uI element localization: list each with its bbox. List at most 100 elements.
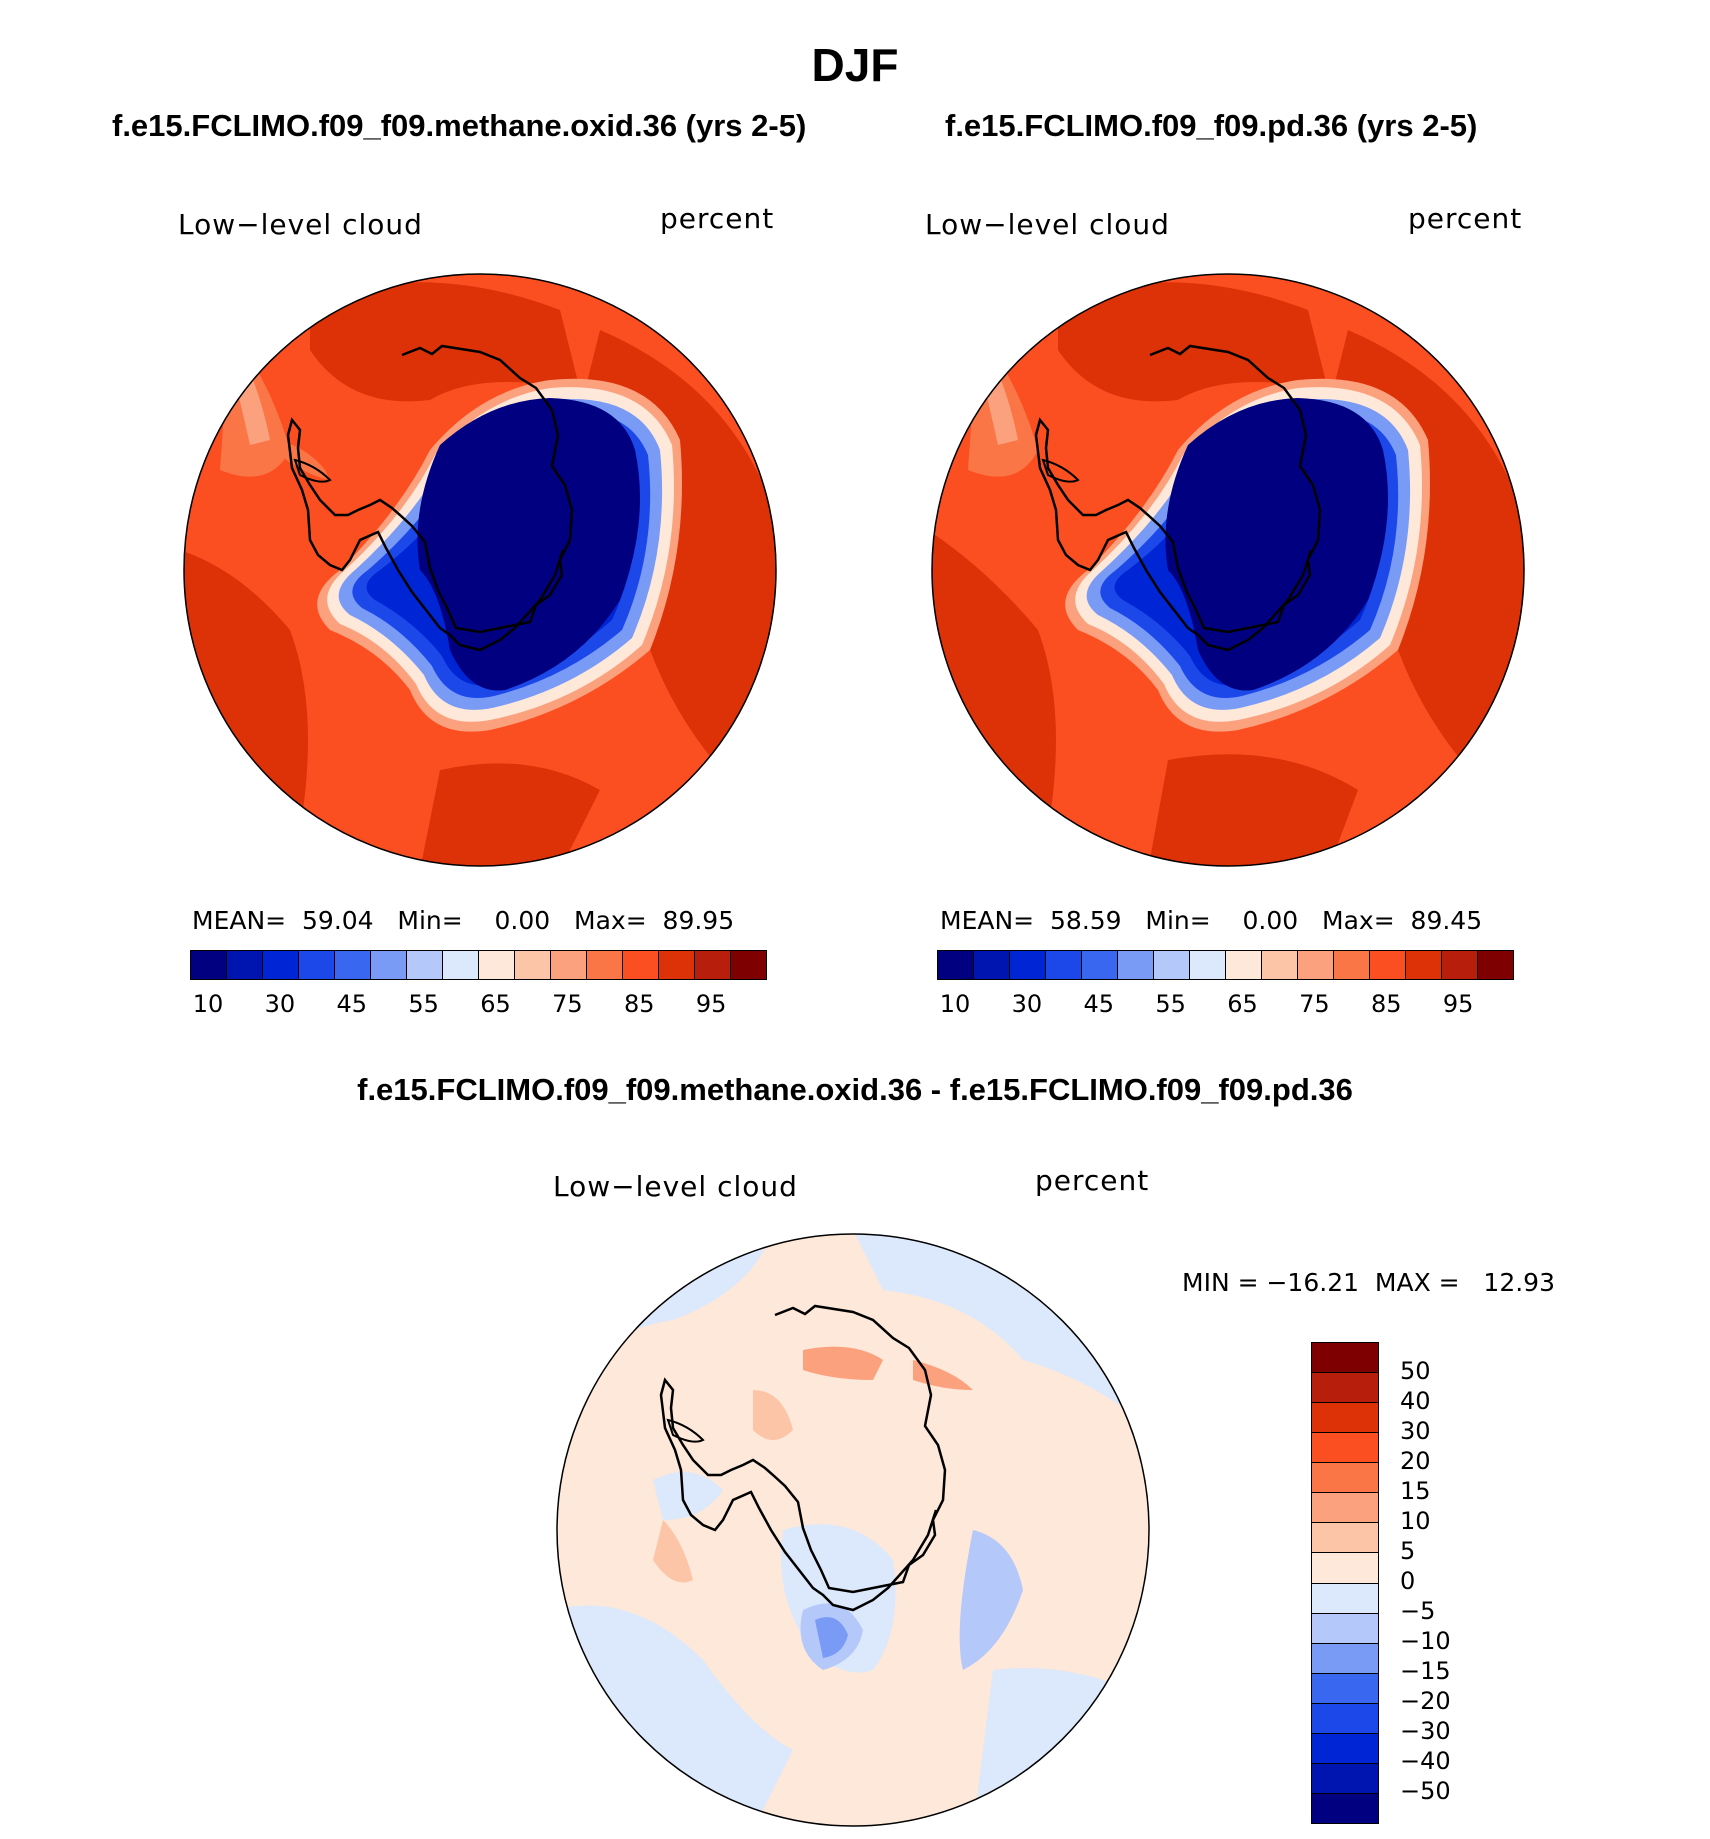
colorbar-swatch bbox=[1298, 951, 1334, 979]
colorbar-swatch bbox=[1312, 1403, 1378, 1434]
colorbar-tick-label: 85 bbox=[1370, 990, 1402, 1018]
colorbar-tick-label: 50 bbox=[1400, 1357, 1431, 1385]
panel1-colorbar-labels: 10 30 45 55 65 75 85 95 bbox=[190, 990, 765, 1020]
panel2-case-title: f.e15.FCLIMO.f09_f09.pd.36 (yrs 2-5) bbox=[945, 108, 1478, 143]
colorbar-swatch bbox=[623, 951, 659, 979]
colorbar-tick-label: 40 bbox=[1400, 1387, 1431, 1415]
colorbar-swatch bbox=[1154, 951, 1190, 979]
panel1-colorbar bbox=[190, 950, 767, 980]
colorbar-tick-label: 30 bbox=[1011, 990, 1043, 1018]
colorbar-tick-label: −50 bbox=[1400, 1777, 1451, 1805]
colorbar-swatch bbox=[1082, 951, 1118, 979]
panel1-polar-map bbox=[183, 273, 777, 867]
colorbar-tick-label: 0 bbox=[1400, 1567, 1416, 1595]
colorbar-swatch bbox=[1226, 951, 1262, 979]
colorbar-tick-label: −15 bbox=[1400, 1657, 1451, 1685]
colorbar-tick-label: 10 bbox=[192, 990, 224, 1018]
colorbar-swatch bbox=[371, 951, 407, 979]
colorbar-swatch bbox=[1190, 951, 1226, 979]
panel1-variable-label: Low−level cloud bbox=[178, 208, 423, 241]
colorbar-tick-label: 30 bbox=[264, 990, 296, 1018]
colorbar-swatch bbox=[1312, 1373, 1378, 1404]
colorbar-swatch bbox=[695, 951, 731, 979]
panel1-stats: MEAN= 59.04 Min= 0.00 Max= 89.95 bbox=[192, 906, 735, 935]
colorbar-swatch bbox=[731, 951, 766, 979]
colorbar-tick-label: 15 bbox=[1400, 1477, 1431, 1505]
colorbar-tick-label: −10 bbox=[1400, 1627, 1451, 1655]
colorbar-swatch bbox=[1312, 1463, 1378, 1494]
colorbar-tick-label: 65 bbox=[480, 990, 511, 1018]
colorbar-tick-label: 30 bbox=[1400, 1417, 1431, 1445]
colorbar-tick-label: 55 bbox=[1155, 990, 1186, 1018]
colorbar-swatch bbox=[1312, 1343, 1378, 1374]
colorbar-swatch bbox=[1312, 1493, 1378, 1524]
colorbar-swatch bbox=[1312, 1643, 1378, 1674]
panel2-variable-label: Low−level cloud bbox=[925, 208, 1170, 241]
colorbar-swatch bbox=[1262, 951, 1298, 979]
colorbar-swatch bbox=[1312, 1673, 1378, 1704]
colorbar-swatch bbox=[515, 951, 551, 979]
colorbar-tick-label: 55 bbox=[408, 990, 439, 1018]
colorbar-swatch bbox=[1312, 1763, 1378, 1794]
colorbar-tick-label: 45 bbox=[1083, 990, 1114, 1018]
colorbar-tick-label: 5 bbox=[1400, 1537, 1416, 1565]
colorbar-tick-label: −30 bbox=[1400, 1717, 1451, 1745]
diff-units-label: percent bbox=[1035, 1164, 1150, 1197]
colorbar-tick-label: 65 bbox=[1227, 990, 1258, 1018]
panel1-case-title: f.e15.FCLIMO.f09_f09.methane.oxid.36 (yr… bbox=[112, 108, 807, 143]
colorbar-tick-label: 95 bbox=[695, 990, 727, 1018]
colorbar-swatch bbox=[1312, 1433, 1378, 1464]
colorbar-swatch bbox=[191, 951, 227, 979]
colorbar-tick-label: 75 bbox=[1299, 990, 1330, 1018]
colorbar-swatch bbox=[1312, 1523, 1378, 1554]
panel2-colorbar-labels: 10 30 45 55 65 75 85 95 bbox=[937, 990, 1512, 1020]
colorbar-swatch bbox=[1334, 951, 1370, 979]
colorbar-swatch bbox=[551, 951, 587, 979]
colorbar-swatch bbox=[659, 951, 695, 979]
colorbar-swatch bbox=[974, 951, 1010, 979]
colorbar-swatch bbox=[443, 951, 479, 979]
colorbar-tick-label: 85 bbox=[623, 990, 655, 1018]
colorbar-swatch bbox=[1312, 1793, 1378, 1823]
colorbar-swatch bbox=[335, 951, 371, 979]
colorbar-tick-label: −20 bbox=[1400, 1687, 1451, 1715]
colorbar-swatch bbox=[1118, 951, 1154, 979]
diff-colorbar-labels: 50 40 30 20 15 10 5 0 −5 −10 −15 −20 −30 −40 −50 bbox=[0, 0, 1451, 1805]
panel2-polar-map bbox=[931, 273, 1525, 867]
colorbar-swatch bbox=[1406, 951, 1442, 979]
colorbar-swatch bbox=[263, 951, 299, 979]
panel2-stats: MEAN= 58.59 Min= 0.00 Max= 89.45 bbox=[940, 906, 1483, 935]
colorbar-swatch bbox=[1312, 1703, 1378, 1734]
diff-polar-map bbox=[556, 1233, 1150, 1827]
colorbar-swatch bbox=[299, 951, 335, 979]
colorbar-swatch bbox=[1312, 1613, 1378, 1644]
colorbar-tick-label: 75 bbox=[552, 990, 583, 1018]
colorbar-swatch bbox=[407, 951, 443, 979]
diff-min-max: MIN = −16.21 MAX = 12.93 bbox=[1182, 1268, 1555, 1297]
colorbar-tick-label: −40 bbox=[1400, 1747, 1451, 1775]
colorbar-swatch bbox=[1312, 1583, 1378, 1614]
colorbar-swatch bbox=[938, 951, 974, 979]
figure-title: DJF bbox=[811, 39, 899, 91]
colorbar-swatch bbox=[1478, 951, 1513, 979]
colorbar-tick-label: 20 bbox=[1400, 1447, 1431, 1475]
colorbar-tick-label: 10 bbox=[939, 990, 971, 1018]
colorbar-tick-label: 10 bbox=[1400, 1507, 1431, 1535]
panel1-units-label: percent bbox=[660, 202, 775, 235]
colorbar-swatch bbox=[1312, 1733, 1378, 1764]
diff-variable-label: Low−level cloud bbox=[553, 1170, 798, 1203]
colorbar-swatch bbox=[1010, 951, 1046, 979]
colorbar-swatch bbox=[1370, 951, 1406, 979]
colorbar-swatch bbox=[1312, 1553, 1378, 1584]
colorbar-swatch bbox=[1442, 951, 1478, 979]
diff-title: f.e15.FCLIMO.f09_f09.methane.oxid.36 - f… bbox=[357, 1072, 1353, 1107]
colorbar-swatch bbox=[1046, 951, 1082, 979]
colorbar-tick-label: 95 bbox=[1442, 990, 1474, 1018]
colorbar-swatch bbox=[479, 951, 515, 979]
colorbar-tick-label: 45 bbox=[336, 990, 367, 1018]
panel2-units-label: percent bbox=[1408, 202, 1523, 235]
colorbar-tick-label: −5 bbox=[1400, 1597, 1436, 1625]
colorbar-swatch bbox=[587, 951, 623, 979]
panel2-colorbar bbox=[937, 950, 1514, 980]
diff-colorbar bbox=[1311, 1342, 1379, 1824]
